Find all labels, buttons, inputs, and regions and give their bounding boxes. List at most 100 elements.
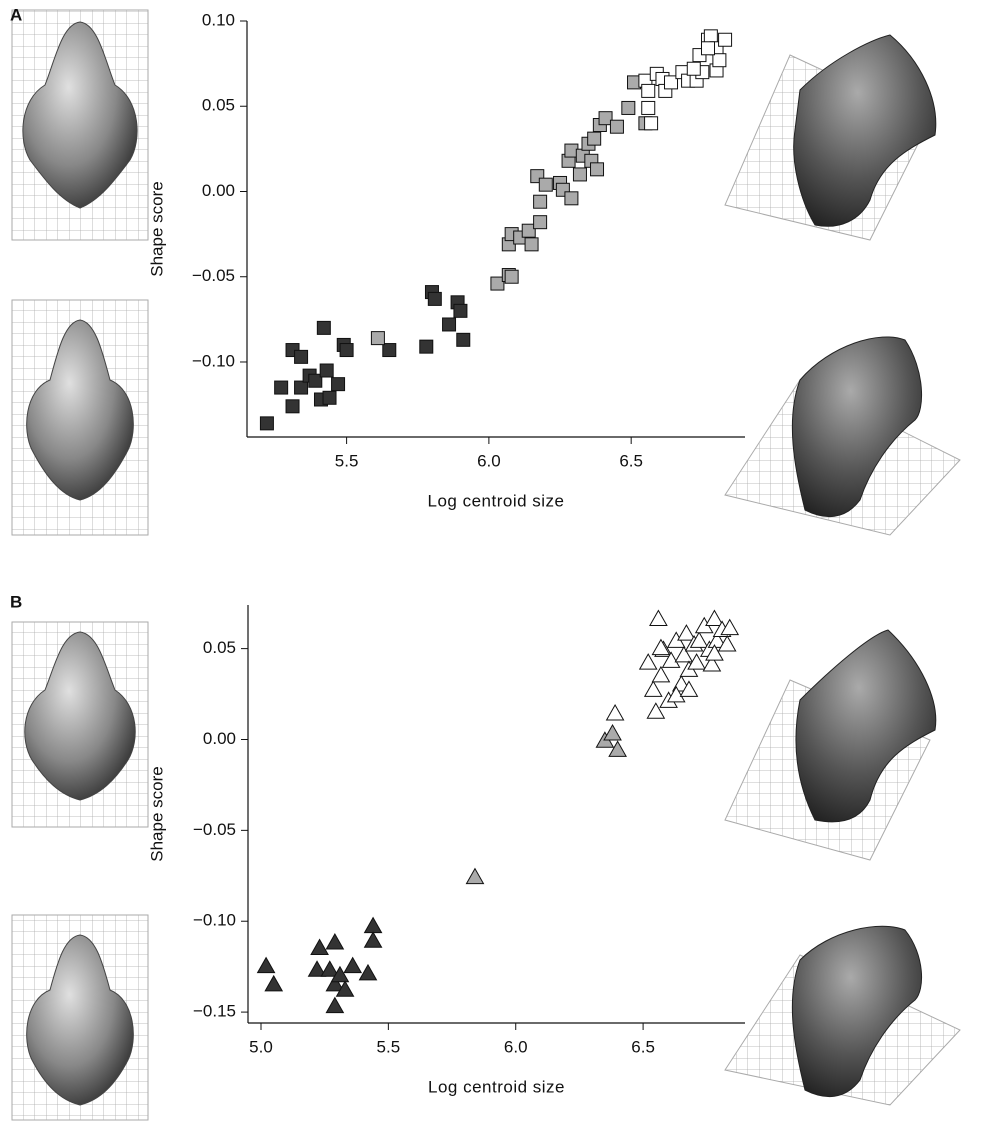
x-axis-label: Log centroid size <box>428 1077 565 1096</box>
y-tick-label: 0.00 <box>203 729 236 748</box>
y-tick-label: −0.05 <box>193 820 236 839</box>
point <box>679 680 699 697</box>
x-tick-label: 5.0 <box>249 1037 273 1056</box>
point <box>256 956 276 974</box>
x-tick-label: 6.5 <box>619 451 643 470</box>
point <box>701 41 716 56</box>
point <box>442 317 457 332</box>
point <box>453 303 468 318</box>
point <box>325 996 345 1014</box>
point <box>677 624 696 641</box>
illustrations <box>11 9 961 1121</box>
x-tick-label: 6.5 <box>631 1037 655 1056</box>
point <box>649 609 668 627</box>
point <box>285 399 300 414</box>
point <box>644 116 659 131</box>
point <box>641 100 656 115</box>
point <box>370 331 385 346</box>
point <box>603 724 622 741</box>
point <box>308 373 323 388</box>
point <box>339 343 354 358</box>
point <box>419 339 434 354</box>
point <box>707 631 727 648</box>
point <box>720 618 740 636</box>
x-tick-label: 6.0 <box>477 451 501 470</box>
skull-3d <box>795 629 937 823</box>
skull-3d <box>791 925 923 1098</box>
point <box>343 956 363 974</box>
point <box>674 645 694 663</box>
point <box>322 390 337 405</box>
y-tick-label: 0.05 <box>202 96 235 115</box>
skull-top-view <box>26 934 134 1106</box>
point <box>264 974 284 992</box>
point <box>661 651 681 668</box>
point <box>643 680 663 697</box>
x-axis-label: Log centroid size <box>427 491 564 510</box>
point <box>705 644 724 661</box>
point <box>608 740 627 757</box>
point <box>572 167 587 182</box>
point <box>587 131 602 146</box>
point <box>465 867 485 885</box>
point <box>564 191 579 206</box>
panel-label: B <box>10 592 22 611</box>
point <box>490 276 505 291</box>
point <box>641 83 656 98</box>
point <box>504 269 519 284</box>
point <box>686 61 701 76</box>
point <box>702 654 722 672</box>
point <box>274 380 289 395</box>
x-tick-label: 6.0 <box>504 1037 528 1056</box>
point <box>687 653 706 670</box>
point <box>325 974 345 992</box>
point <box>316 320 331 335</box>
point <box>427 291 442 306</box>
point <box>524 237 539 252</box>
point <box>598 111 613 126</box>
skull-3d <box>791 336 923 518</box>
point <box>651 665 671 683</box>
skull-3d <box>793 34 937 227</box>
point <box>609 119 624 134</box>
point <box>666 685 686 703</box>
point <box>646 702 666 719</box>
skull-top-view <box>22 21 138 209</box>
point <box>638 653 658 670</box>
point <box>294 349 309 364</box>
point <box>358 963 378 981</box>
point <box>590 162 605 177</box>
point <box>363 916 383 934</box>
y-tick-label: −0.05 <box>192 266 235 285</box>
y-tick-label: −0.10 <box>193 911 236 930</box>
point <box>320 960 340 977</box>
y-axis-label: Shape score <box>147 181 166 276</box>
point <box>456 332 471 347</box>
point <box>718 32 733 47</box>
point <box>621 100 636 115</box>
point <box>605 704 625 721</box>
point <box>703 29 718 44</box>
y-tick-label: −0.10 <box>192 351 235 370</box>
point <box>521 223 536 238</box>
point <box>331 377 346 392</box>
point <box>294 380 309 395</box>
skull-top-view <box>26 319 134 501</box>
skull-top-view <box>24 631 136 801</box>
point <box>533 194 548 209</box>
y-tick-label: 0.05 <box>203 638 236 657</box>
x-tick-label: 5.5 <box>335 451 359 470</box>
point <box>319 363 334 378</box>
point <box>717 634 737 652</box>
point <box>363 931 383 948</box>
point <box>538 177 553 192</box>
point <box>259 416 274 431</box>
point <box>307 960 327 977</box>
y-tick-label: −0.15 <box>193 1002 236 1021</box>
point <box>689 631 709 648</box>
point <box>712 53 727 68</box>
point <box>664 75 679 90</box>
y-tick-label: 0.10 <box>202 10 235 29</box>
y-tick-label: 0.00 <box>202 181 235 200</box>
